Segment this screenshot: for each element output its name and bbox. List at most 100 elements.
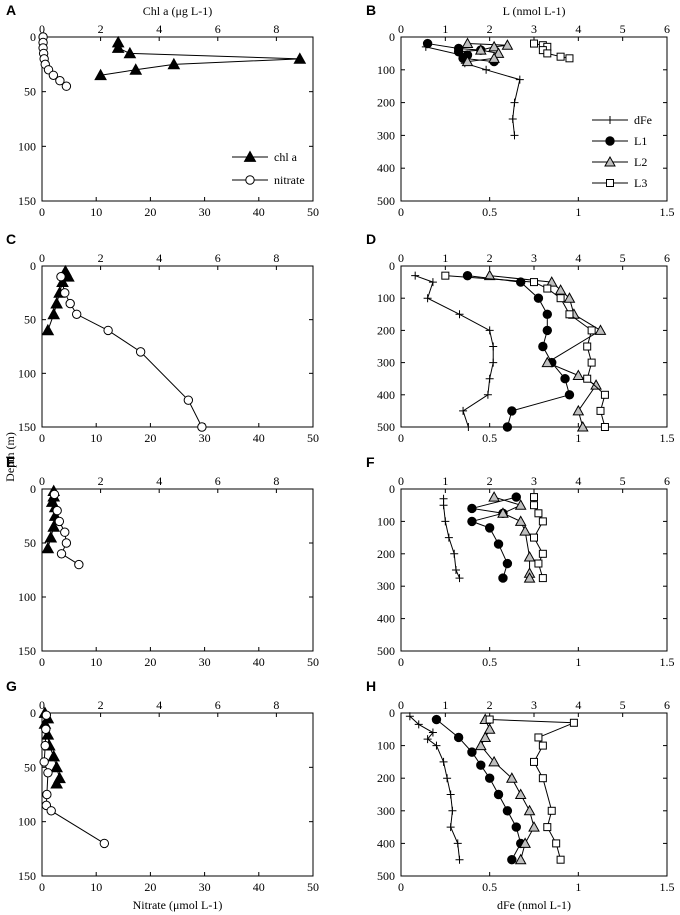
x-tick-label-bottom: 40 bbox=[253, 880, 265, 894]
l2-point bbox=[488, 491, 500, 502]
panel-letter: A bbox=[6, 2, 16, 18]
y-tick-label: 150 bbox=[18, 869, 36, 883]
l1-point bbox=[453, 732, 464, 743]
chl-point bbox=[50, 777, 63, 789]
l1-point bbox=[507, 855, 517, 865]
l2-point bbox=[523, 804, 536, 816]
dfe-point bbox=[455, 574, 464, 583]
y-tick-label: 0 bbox=[389, 706, 395, 720]
x-tick-label-bottom: 1.5 bbox=[660, 205, 675, 219]
plot-frame bbox=[41, 712, 314, 877]
nitrate-point bbox=[61, 538, 72, 548]
x-tick-label-bottom: 30 bbox=[199, 431, 211, 445]
dfe-point bbox=[489, 342, 498, 351]
l1-point bbox=[484, 523, 495, 533]
x-tick-label-bottom: 1 bbox=[575, 880, 581, 894]
chl-point bbox=[47, 520, 61, 532]
l3-point bbox=[556, 52, 565, 61]
x-tick-label-bottom: 0.5 bbox=[482, 431, 497, 445]
x-tick-label-bottom: 0 bbox=[39, 205, 45, 219]
l2-point bbox=[590, 379, 602, 390]
l3-point bbox=[556, 855, 565, 864]
l3-point bbox=[530, 278, 538, 287]
x-tick-label-top: 4 bbox=[575, 474, 581, 488]
l3-point bbox=[530, 533, 538, 542]
dfe-point bbox=[510, 98, 519, 107]
y-tick-label: 50 bbox=[24, 85, 36, 99]
series-l2 bbox=[483, 269, 607, 432]
dfe-point bbox=[485, 326, 494, 335]
y-tick-label: 500 bbox=[377, 194, 395, 208]
x-tick-label-top: 4 bbox=[575, 698, 581, 712]
chl-point bbox=[129, 63, 143, 75]
l2-point bbox=[523, 572, 536, 583]
nitrate-point bbox=[55, 76, 65, 86]
series-l1 bbox=[467, 492, 521, 583]
l3-point bbox=[538, 774, 547, 783]
nitrate-point bbox=[41, 710, 52, 720]
l1-point bbox=[453, 47, 464, 57]
chl-point bbox=[41, 323, 55, 336]
dfe-point bbox=[423, 294, 432, 303]
series-line-l1 bbox=[436, 719, 522, 860]
y-tick-label: 500 bbox=[377, 644, 395, 658]
x-tick-label-top: 3 bbox=[531, 698, 537, 712]
l2-point bbox=[461, 55, 474, 67]
l1-point bbox=[516, 277, 526, 287]
y-tick-label: 200 bbox=[377, 96, 395, 110]
x-tick-label-top: 0 bbox=[39, 251, 45, 265]
l2-point bbox=[519, 837, 531, 848]
y-tick-label: 300 bbox=[377, 356, 395, 370]
series-dfe bbox=[421, 42, 524, 140]
dfe-point bbox=[423, 735, 432, 744]
y-tick-label: 0 bbox=[30, 30, 36, 44]
l1-point bbox=[542, 309, 552, 319]
l3-point bbox=[600, 390, 609, 399]
series-l2 bbox=[474, 713, 540, 865]
x-tick-label-bottom: 0 bbox=[398, 880, 404, 894]
x-tick-label-top: 8 bbox=[273, 22, 279, 36]
nitrate-point bbox=[60, 527, 70, 537]
y-tick-label: 100 bbox=[18, 815, 36, 829]
chl-point bbox=[167, 57, 181, 70]
dfe-point bbox=[443, 774, 452, 783]
x-tick-label-top: 6 bbox=[215, 698, 221, 712]
l2-point bbox=[528, 821, 540, 832]
legend-label-nitrate: nitrate bbox=[274, 173, 305, 187]
dfe-point bbox=[455, 855, 464, 864]
x-tick-label-bottom: 10 bbox=[90, 431, 102, 445]
l2-point bbox=[479, 731, 492, 742]
x-tick-label-top: 4 bbox=[575, 251, 581, 265]
x-tick-label-top: 1 bbox=[442, 474, 448, 488]
dfe-point bbox=[455, 310, 464, 319]
series-line-dfe bbox=[443, 498, 460, 579]
panel-d: 0 0.5 1 1.5 0 1 2 3 4 5 6 0 100 200 300 400 500 D bbox=[366, 231, 675, 445]
x-tick-label-bottom: 30 bbox=[199, 880, 211, 894]
l3-point bbox=[538, 549, 547, 558]
panel-letter: E bbox=[6, 454, 15, 470]
panel-g: 0 10 20 30 40 50 0 2 4 6 8 0 50 100 150 G Nitrate (μmol … bbox=[6, 678, 319, 912]
series-line-dfe bbox=[409, 715, 461, 860]
l2-point bbox=[541, 356, 554, 368]
series-dfe bbox=[439, 494, 464, 583]
x-tick-label-bottom: 1.5 bbox=[660, 431, 675, 445]
x-tick-label-top: 0 bbox=[39, 22, 45, 36]
panel-c: 0 10 20 30 40 50 0 2 4 6 8 0 50 100 150 C bbox=[6, 231, 319, 445]
l2-point bbox=[519, 525, 531, 536]
x-tick-label-bottom: 0.5 bbox=[482, 880, 497, 894]
l3-point bbox=[530, 501, 538, 510]
l3-point bbox=[543, 49, 552, 58]
l3-point bbox=[485, 715, 494, 724]
y-tick-label: 300 bbox=[377, 804, 395, 818]
dfe-point bbox=[405, 712, 414, 721]
l3-point bbox=[441, 271, 450, 280]
chl-point bbox=[47, 749, 61, 762]
series-nitrate bbox=[39, 710, 110, 849]
l1-point bbox=[431, 714, 442, 725]
nitrate-point bbox=[49, 489, 60, 500]
l1-point bbox=[507, 406, 517, 416]
x-tick-label-top: 4 bbox=[156, 698, 162, 712]
x-tick-label-top: 5 bbox=[620, 251, 626, 265]
x-tick-label-top: 6 bbox=[215, 474, 221, 488]
l2-point bbox=[501, 39, 514, 50]
